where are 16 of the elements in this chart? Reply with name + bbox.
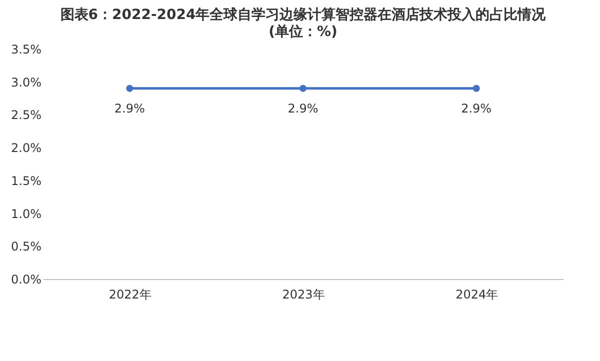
- data-label: 2.9%: [114, 101, 145, 116]
- y-tick-label: 0.5%: [11, 240, 42, 254]
- chart-subtitle: (单位：%): [268, 24, 338, 40]
- x-tick-label: 2023年: [282, 288, 325, 302]
- y-tick-label: 3.5%: [11, 42, 42, 56]
- x-tick-label: 2022年: [108, 288, 152, 302]
- y-tick-label: 2.0%: [11, 141, 42, 156]
- y-tick-label: 1.5%: [11, 174, 42, 188]
- y-tick-label: 2.5%: [11, 108, 42, 122]
- x-tick-label: 2024年: [456, 288, 498, 302]
- chart-title: 图表6：2022-2024年全球自学习边缘计算智控器在酒店技术投入的占比情况: [60, 6, 547, 23]
- y-tick-label: 1.0%: [11, 206, 42, 221]
- y-tick-label: 3.0%: [11, 75, 42, 90]
- data-label: 2.9%: [288, 101, 318, 116]
- data-label: 2.9%: [461, 101, 492, 116]
- y-tick-label: 0.0%: [11, 272, 42, 286]
